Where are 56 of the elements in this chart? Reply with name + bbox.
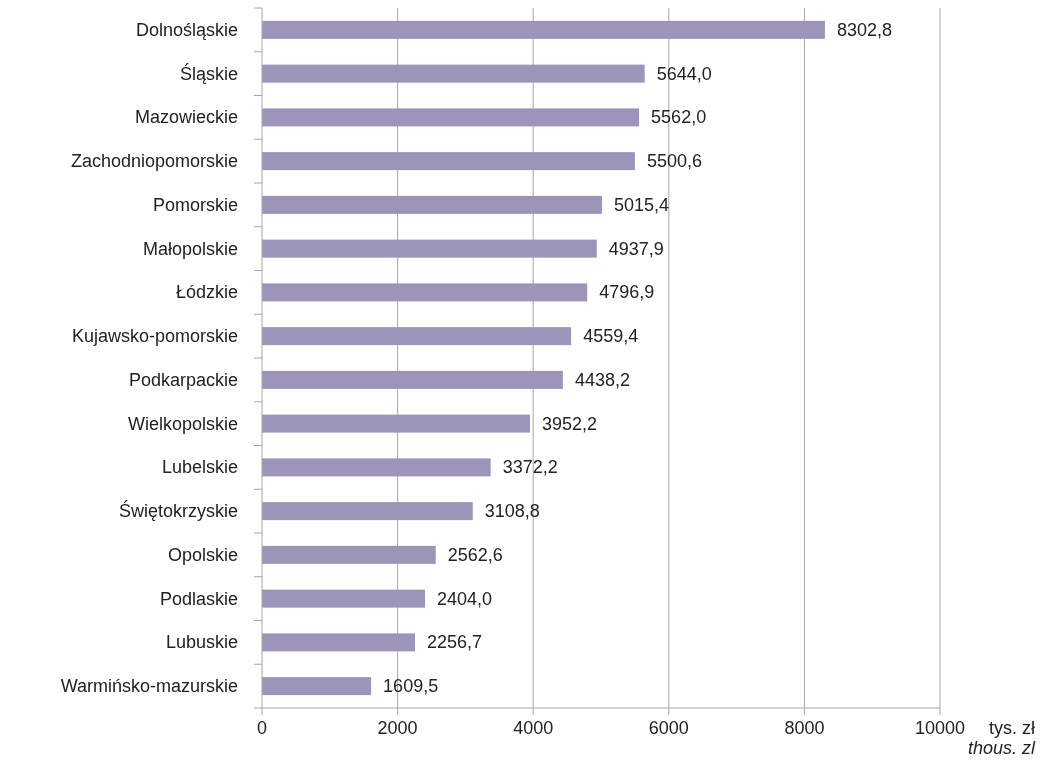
- data-label: 5644,0: [656, 63, 712, 84]
- bar: [262, 370, 563, 389]
- y-tick-label: Podkarpackie: [128, 369, 238, 390]
- data-label: 2562,6: [447, 544, 503, 565]
- x-tick-label: 2000: [377, 718, 418, 738]
- x-tick-label: 8000: [784, 718, 825, 738]
- data-label: 5500,6: [646, 151, 702, 172]
- data-label: 4937,9: [608, 238, 664, 259]
- y-tick-label: Mazowieckie: [134, 107, 238, 128]
- bar: [262, 545, 436, 564]
- data-label: 5015,4: [614, 194, 670, 215]
- text: thous. zl: [967, 738, 1036, 758]
- bar: [262, 677, 372, 696]
- y-tick-label: Lubuskie: [165, 632, 238, 653]
- bar: [262, 283, 588, 302]
- data-label: 1609,5: [383, 676, 439, 697]
- bar: [262, 502, 473, 521]
- bar: [262, 414, 530, 433]
- y-tick-label: Świętokrzyskie: [118, 500, 238, 522]
- bar: [262, 633, 415, 652]
- y-tick-label: Pomorskie: [152, 194, 238, 215]
- y-tick-label: Lubelskie: [161, 457, 238, 478]
- data-label: 4796,9: [599, 282, 655, 303]
- bar: [262, 589, 425, 608]
- y-tick-label: Wielkopolskie: [127, 413, 238, 434]
- data-label: 3952,2: [541, 413, 598, 434]
- bar: [262, 152, 635, 171]
- y-tick-label: Łódzkie: [175, 282, 238, 303]
- x-tick-label: 4000: [513, 718, 554, 738]
- bar: [262, 458, 491, 477]
- data-label: 8302,8: [836, 19, 892, 40]
- y-tick-label: Śląskie: [179, 62, 238, 84]
- y-tick-label: Zachodniopomorskie: [70, 151, 238, 172]
- y-tick-label: Podlaskie: [159, 588, 238, 609]
- bar: [262, 239, 597, 258]
- x-axis-title: tys. zł: [988, 718, 1035, 738]
- x-tick-label: 6000: [648, 718, 689, 738]
- x-tick-label: 0: [256, 718, 268, 738]
- y-tick-label: Opolskie: [167, 544, 238, 565]
- data-label: 5562,0: [651, 107, 707, 128]
- data-label: 3372,2: [502, 457, 558, 478]
- y-tick-label: Dolnośląskie: [135, 19, 238, 40]
- data-label: 4438,2: [574, 369, 630, 390]
- data-label: 3108,8: [484, 501, 540, 522]
- data-label: 4559,4: [583, 326, 639, 347]
- y-tick-label: Warmińsko-mazurskie: [60, 676, 238, 697]
- y-tick-label: Kujawsko-pomorskie: [71, 326, 238, 347]
- y-tick-label: Małopolskie: [142, 238, 238, 259]
- bar: [262, 327, 572, 346]
- data-label: 2404,0: [436, 588, 493, 609]
- bar: [262, 20, 825, 39]
- bar: [262, 64, 645, 83]
- data-label: 2256,7: [427, 632, 483, 653]
- x-tick-label: 10000: [914, 718, 966, 738]
- bar: [262, 195, 603, 214]
- bar: [262, 108, 640, 127]
